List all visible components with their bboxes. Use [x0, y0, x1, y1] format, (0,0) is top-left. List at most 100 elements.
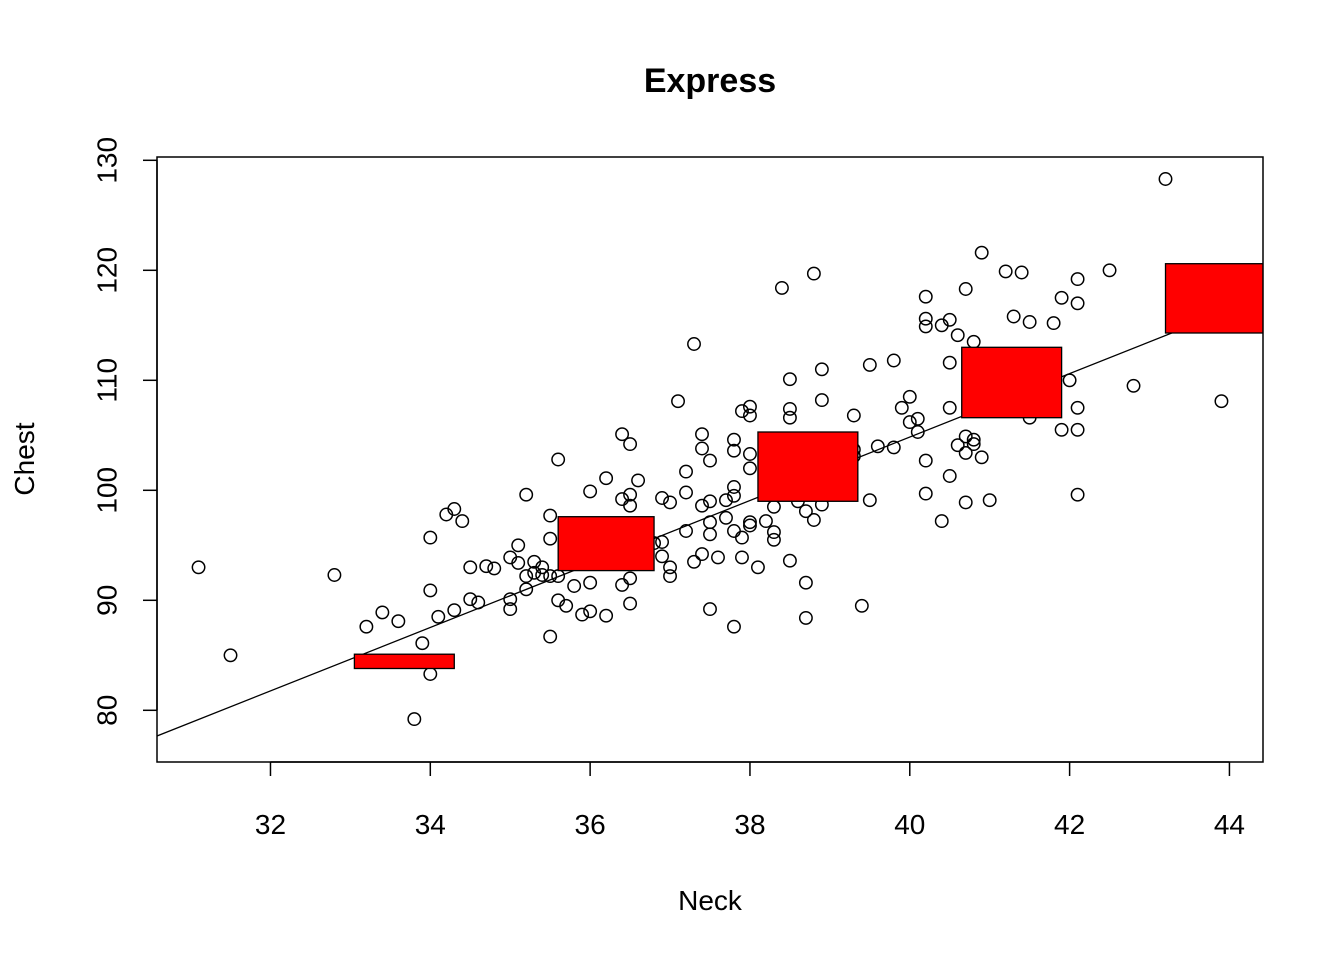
data-point [735, 404, 749, 419]
data-point [918, 453, 933, 468]
data-point [695, 427, 709, 442]
data-point [1014, 265, 1029, 280]
y-tick-label: 120 [91, 247, 122, 294]
data-point [727, 443, 741, 458]
data-point [503, 592, 518, 607]
x-tick-label: 36 [575, 809, 606, 840]
data-point [391, 614, 406, 629]
data-point [511, 538, 526, 553]
data-point [735, 530, 749, 545]
data-point [695, 547, 709, 562]
data-point [950, 438, 965, 453]
plot-area [157, 172, 1263, 737]
data-point [910, 411, 925, 426]
data-point [727, 480, 741, 494]
range-box [961, 346, 1063, 419]
data-point [798, 504, 813, 519]
x-tick-label: 34 [415, 809, 446, 840]
data-point [982, 493, 997, 508]
data-point [487, 561, 502, 576]
data-point [998, 264, 1013, 279]
data-point [687, 554, 701, 569]
data-point [223, 648, 238, 663]
data-point [583, 604, 598, 619]
data-point [870, 439, 885, 454]
data-point [958, 445, 973, 460]
data-point [902, 389, 917, 404]
y-axis: 80 90 100 110 120 130 [91, 137, 158, 726]
data-point [1126, 378, 1141, 393]
data-point [359, 619, 374, 634]
data-point [655, 491, 670, 505]
data-point [447, 603, 462, 618]
plot-frame [156, 156, 1264, 763]
data-point [942, 469, 957, 483]
x-axis: 32 34 36 38 40 42 44 [255, 761, 1245, 840]
data-point [543, 508, 558, 523]
data-point [559, 598, 574, 613]
data-point [894, 400, 909, 415]
data-point [375, 605, 390, 620]
data-point [974, 245, 989, 260]
y-tick-label: 130 [91, 137, 122, 184]
data-point [774, 280, 789, 295]
data-point [1070, 272, 1085, 287]
data-point [671, 394, 685, 409]
data-point [934, 514, 949, 529]
data-point [703, 602, 717, 617]
data-point [974, 450, 989, 465]
data-point [886, 353, 901, 368]
data-point [750, 560, 765, 575]
data-point [695, 498, 709, 513]
data-point [727, 432, 741, 447]
data-point [703, 527, 717, 542]
data-point [703, 494, 717, 509]
data-point [743, 515, 757, 530]
data-point [862, 493, 877, 508]
data-point [766, 532, 781, 547]
data-point [1070, 422, 1085, 437]
data-point [942, 400, 957, 415]
data-point [583, 575, 598, 590]
data-point [1054, 290, 1069, 305]
data-point [543, 531, 558, 546]
data-point [679, 464, 693, 479]
x-tick-label: 38 [734, 809, 765, 840]
data-point [511, 555, 526, 570]
data-point [1158, 172, 1173, 186]
data-point [503, 602, 518, 617]
data-point [567, 579, 582, 593]
data-point [551, 452, 566, 467]
data-point [463, 560, 478, 575]
data-point [663, 569, 677, 584]
data-point [782, 410, 797, 425]
data-point [679, 524, 693, 538]
data-point [798, 575, 813, 590]
data-point [727, 619, 741, 634]
data-point [846, 408, 861, 423]
data-point [862, 357, 877, 372]
data-point [519, 569, 534, 584]
data-point [735, 550, 749, 565]
data-point [623, 571, 638, 586]
range-box [1164, 263, 1263, 334]
data-point [719, 510, 733, 525]
data-point [479, 559, 494, 574]
data-point [918, 319, 933, 334]
data-point [1006, 309, 1021, 324]
data-point [942, 312, 957, 327]
data-point [918, 311, 933, 326]
data-point [623, 437, 638, 452]
data-point [766, 525, 781, 540]
data-point [679, 485, 693, 500]
data-point [966, 437, 981, 452]
chart-title: Express [644, 62, 776, 100]
data-point [455, 514, 470, 529]
y-tick-label: 80 [91, 695, 122, 726]
data-point [1022, 315, 1037, 329]
x-tick-label: 40 [894, 809, 925, 840]
x-tick-label: 42 [1054, 809, 1085, 840]
data-point [727, 488, 741, 503]
data-point [950, 328, 965, 343]
data-point [463, 592, 478, 607]
